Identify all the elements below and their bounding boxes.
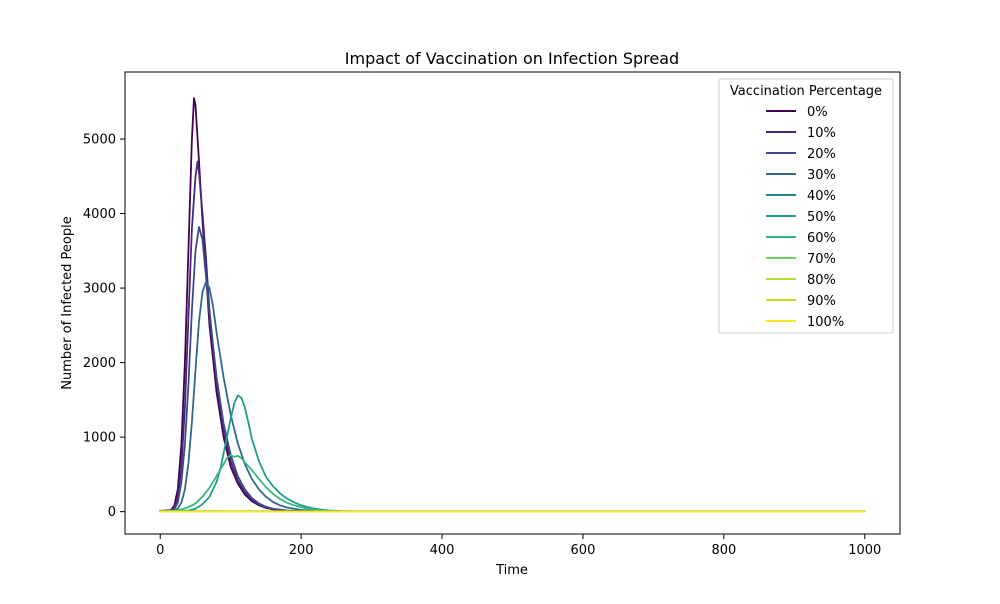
x-axis-label: Time [495,563,528,578]
x-tick-label-0: 0 [156,543,164,558]
legend-label-6: 60% [807,231,836,246]
legend-label-3: 30% [807,168,836,183]
x-tick-label-5: 1000 [848,543,881,558]
legend-label-1: 10% [807,126,836,141]
legend-label-5: 50% [807,210,836,225]
y-tick-label-1: 1000 [83,431,116,446]
y-axis-ticks: 0 1000 2000 3000 4000 5000 [83,133,125,521]
legend-label-8: 80% [807,273,836,288]
legend-label-7: 70% [807,252,836,267]
x-tick-label-4: 800 [711,543,736,558]
legend-title: Vaccination Percentage [730,84,882,99]
y-tick-label-3: 3000 [83,282,116,297]
y-tick-label-0: 0 [108,505,116,520]
legend-label-4: 40% [807,189,836,204]
series-line-6 [160,455,865,512]
x-tick-label-1: 200 [289,543,314,558]
legend: Vaccination Percentage 0% 10% 20% 30% 40% 50%… [719,79,893,333]
y-tick-label-4: 4000 [83,207,116,222]
series-line-5 [160,395,865,511]
x-tick-label-2: 400 [430,543,455,558]
legend-label-2: 20% [807,147,836,162]
y-tick-label-5: 5000 [83,133,116,148]
legend-label-10: 100% [807,315,844,330]
legend-label-9: 90% [807,294,836,309]
x-axis-ticks: 0 200 400 600 800 1000 [156,534,881,558]
chart-title: Impact of Vaccination on Infection Sprea… [345,49,679,68]
x-tick-label-3: 600 [571,543,596,558]
y-tick-label-2: 2000 [83,356,116,371]
legend-label-0: 0% [807,105,828,120]
y-axis-label: Number of Infected People [60,216,75,389]
legend-frame [719,79,893,333]
